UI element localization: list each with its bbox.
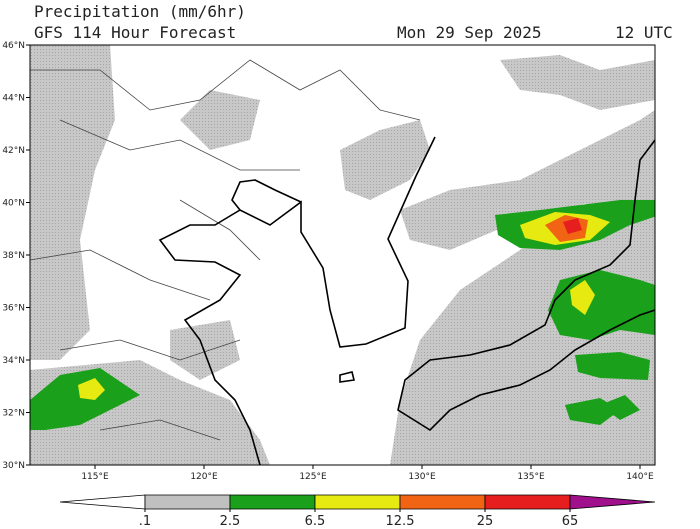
lat-label: 38°N: [2, 251, 25, 261]
map: [30, 45, 655, 465]
lon-label: 135°E: [517, 472, 545, 482]
lon-label: 125°E: [299, 472, 327, 482]
time: 12 UTC: [615, 23, 673, 42]
lat-label: 34°N: [2, 356, 25, 366]
lon-label: 130°E: [408, 472, 436, 482]
title: Precipitation (mm/6hr): [34, 2, 246, 21]
legend-swatch: [229, 494, 316, 510]
lon-label: 140°E: [626, 472, 654, 482]
lon-label: 120°E: [190, 472, 218, 482]
precip-extreme: [563, 218, 582, 234]
precip-heavy: [78, 378, 105, 400]
lat-label: 36°N: [2, 304, 25, 314]
legend-swatch: [569, 494, 656, 510]
date: Mon 29 Sep 2025: [397, 23, 542, 42]
lat-label: 42°N: [2, 146, 25, 156]
legend-swatch: [484, 494, 571, 510]
legend-label: 25: [477, 514, 494, 525]
legend-label: .1: [139, 514, 151, 525]
lat-label: 46°N: [2, 41, 25, 51]
subtitle: GFS 114 Hour Forecast: [34, 23, 236, 42]
legend-swatch: [59, 494, 146, 510]
legend-swatch: [314, 494, 401, 510]
legend-label: 6.5: [305, 514, 326, 525]
lat-label: 32°N: [2, 409, 25, 419]
legend-label: 2.5: [220, 514, 241, 525]
precip-heavy: [570, 280, 595, 315]
lon-label: 115°E: [81, 472, 109, 482]
lat-label: 30°N: [2, 461, 25, 471]
legend-swatch: [399, 494, 486, 510]
legend-swatch: [144, 494, 231, 510]
lat-label: 40°N: [2, 199, 25, 209]
legend-label: 12.5: [386, 514, 415, 525]
lat-label: 44°N: [2, 94, 25, 104]
legend-label: 65: [562, 514, 579, 525]
